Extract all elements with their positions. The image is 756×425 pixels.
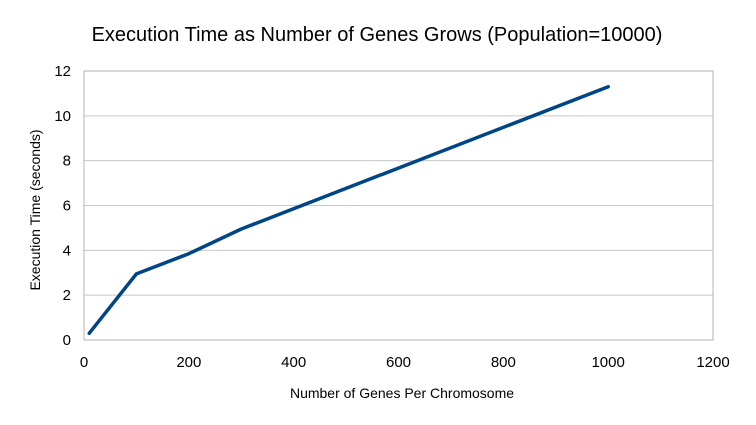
- y-tick-label: 10: [54, 108, 71, 125]
- x-axis-ticks: 0 200 400 600 800 1000 1200: [80, 354, 730, 371]
- x-tick-label: 200: [176, 354, 201, 371]
- y-tick-label: 2: [63, 287, 71, 304]
- x-tick-label: 600: [386, 354, 411, 371]
- x-tick-label: 1200: [696, 354, 729, 371]
- y-tick-label: 8: [63, 153, 71, 170]
- y-tick-label: 6: [63, 198, 71, 215]
- grid-lines: [84, 70, 713, 341]
- y-tick-label: 4: [63, 242, 71, 259]
- chart-title: Execution Time as Number of Genes Grows …: [92, 24, 663, 46]
- y-tick-label: 12: [54, 63, 71, 80]
- x-tick-label: 0: [80, 354, 88, 371]
- x-tick-label: 400: [281, 354, 306, 371]
- x-tick-label: 1000: [591, 354, 624, 371]
- y-axis-title: Execution Time (seconds): [27, 129, 43, 290]
- plot-area-frame: [83, 70, 714, 341]
- series-layer: [87, 84, 610, 336]
- x-tick-label: 800: [491, 354, 516, 371]
- x-axis-title: Number of Genes Per Chromosome: [290, 385, 514, 401]
- series-line: [87, 84, 610, 336]
- y-axis-ticks: 0 2 4 6 8 10 12: [54, 63, 71, 349]
- y-tick-label: 0: [63, 332, 71, 349]
